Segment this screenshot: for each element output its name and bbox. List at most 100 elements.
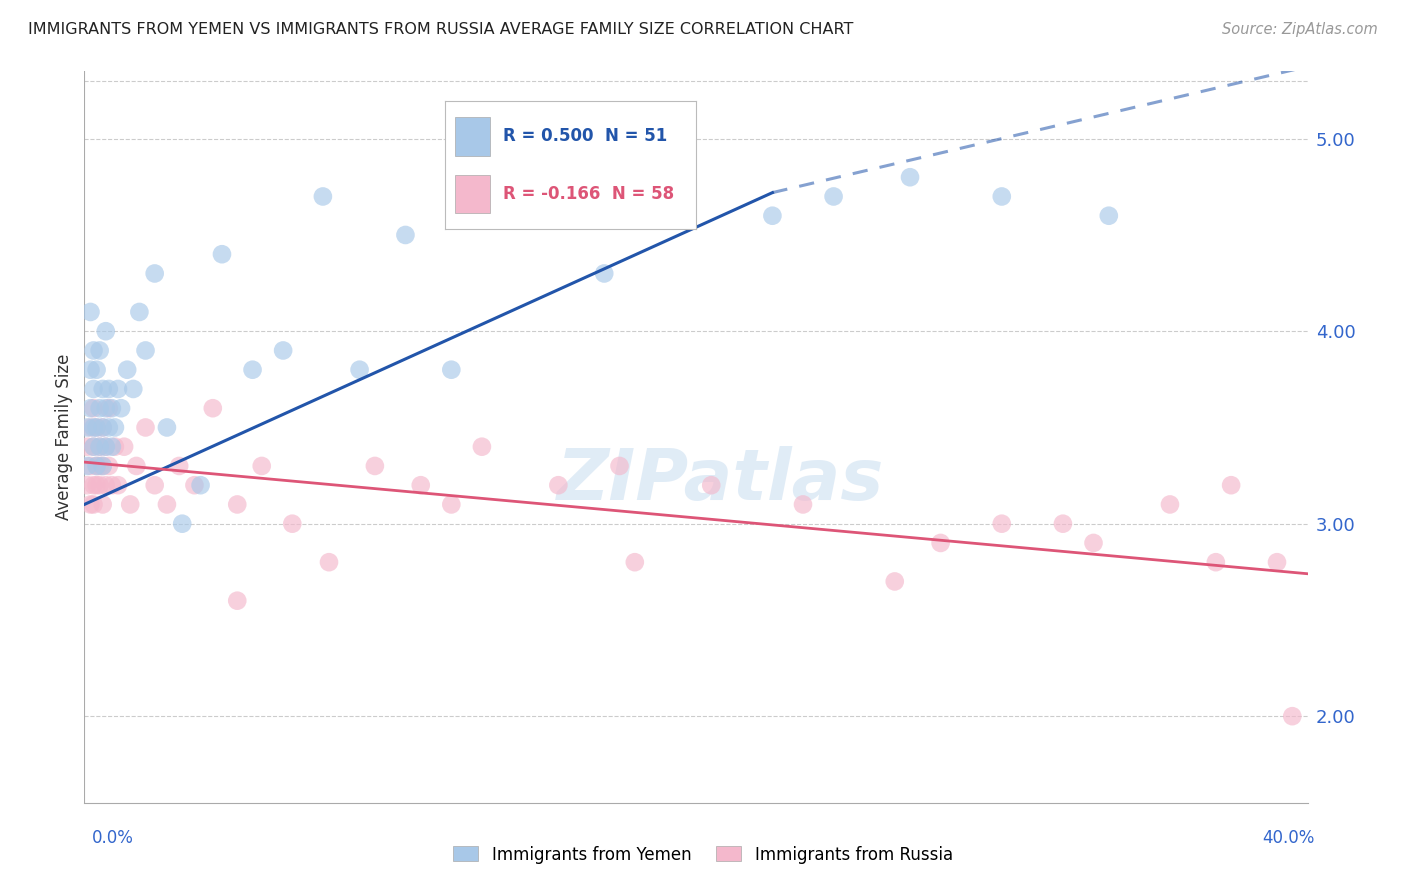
Point (112, 440, 135, 454)
Point (167, 458, 190, 473)
Point (1281, 709, 1303, 723)
Point (86, 420, 108, 434)
Point (86, 478, 108, 492)
Point (89, 401, 111, 416)
Point (91, 420, 114, 434)
Point (125, 458, 148, 473)
Point (122, 382, 145, 396)
Point (792, 498, 814, 512)
Point (83, 498, 105, 512)
Point (364, 458, 387, 473)
Point (86, 458, 108, 473)
Point (104, 420, 127, 434)
Point (1159, 498, 1181, 512)
Point (898, 170, 921, 185)
Point (91, 382, 114, 396)
Point (516, 209, 538, 223)
Text: 0.0%: 0.0% (91, 829, 134, 847)
Point (91, 498, 114, 512)
Point (761, 209, 783, 223)
Point (211, 247, 233, 261)
Point (394, 227, 416, 242)
Point (79, 401, 101, 416)
Point (409, 478, 432, 492)
Point (700, 478, 723, 492)
Point (471, 440, 494, 454)
Point (1083, 536, 1105, 550)
Point (128, 305, 150, 319)
Point (86, 362, 108, 376)
Point (107, 382, 129, 396)
Point (79, 420, 101, 434)
Point (101, 401, 124, 416)
Point (991, 189, 1014, 203)
Point (97, 420, 120, 434)
Point (97, 458, 120, 473)
Text: 40.0%: 40.0% (1263, 829, 1315, 847)
Point (83, 382, 105, 396)
Text: ZIPatlas: ZIPatlas (557, 447, 884, 516)
Point (609, 458, 631, 473)
Point (107, 478, 129, 492)
Point (89, 440, 111, 454)
Point (94, 324, 117, 338)
Point (156, 420, 179, 434)
Point (349, 362, 371, 376)
Point (440, 498, 463, 512)
Point (76, 440, 98, 454)
Point (83, 401, 105, 416)
Point (312, 189, 335, 203)
Point (76, 458, 98, 473)
Point (1205, 555, 1227, 569)
Point (929, 536, 952, 550)
Point (83, 440, 105, 454)
Point (135, 343, 157, 358)
Point (94, 440, 117, 454)
Point (83, 478, 105, 492)
Point (89, 440, 111, 454)
Point (101, 440, 124, 454)
Point (143, 478, 166, 492)
Point (79, 362, 101, 376)
Point (183, 478, 205, 492)
Point (547, 478, 569, 492)
Point (76, 420, 98, 434)
Point (94, 401, 117, 416)
Point (190, 478, 212, 492)
Point (624, 555, 647, 569)
Text: IMMIGRANTS FROM YEMEN VS IMMIGRANTS FROM RUSSIA AVERAGE FAMILY SIZE CORRELATION : IMMIGRANTS FROM YEMEN VS IMMIGRANTS FROM… (28, 22, 853, 37)
Point (1265, 555, 1288, 569)
Point (89, 343, 111, 358)
Point (94, 440, 117, 454)
Point (226, 498, 249, 512)
Legend: Immigrants from Yemen, Immigrants from Russia: Immigrants from Yemen, Immigrants from R… (447, 839, 959, 871)
Point (83, 343, 105, 358)
Point (991, 516, 1014, 531)
Point (1098, 209, 1121, 223)
Text: Source: ZipAtlas.com: Source: ZipAtlas.com (1222, 22, 1378, 37)
Point (172, 516, 194, 531)
Point (823, 189, 845, 203)
Point (1052, 516, 1074, 531)
Point (86, 420, 108, 434)
Y-axis label: Average Family Size: Average Family Size (55, 354, 73, 520)
Point (91, 420, 114, 434)
Point (91, 458, 114, 473)
Point (201, 401, 224, 416)
Point (97, 382, 120, 396)
Point (120, 498, 142, 512)
Point (110, 401, 132, 416)
Point (135, 420, 157, 434)
Point (250, 458, 273, 473)
Point (593, 267, 616, 281)
Point (156, 498, 179, 512)
Point (104, 440, 127, 454)
Point (101, 478, 124, 492)
Point (86, 458, 108, 473)
Point (91, 458, 114, 473)
Point (76, 478, 98, 492)
Point (669, 170, 692, 185)
Point (281, 516, 304, 531)
Point (79, 498, 101, 512)
Point (242, 362, 264, 376)
